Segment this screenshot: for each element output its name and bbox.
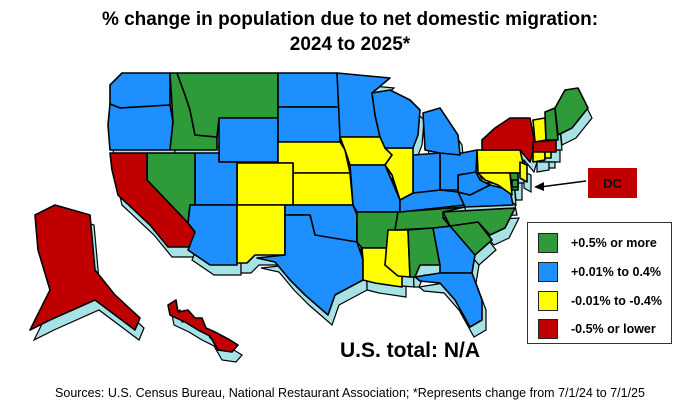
state-nd <box>277 72 341 108</box>
legend-label: +0.01% to 0.4% <box>571 265 661 279</box>
state-ak <box>29 204 141 331</box>
state-tn <box>394 206 466 231</box>
state-oh <box>439 149 478 191</box>
state-co <box>236 162 294 206</box>
legend-swatch <box>538 233 558 253</box>
legend-label: +0.5% or more <box>571 236 657 250</box>
state-in <box>412 152 441 194</box>
state-or <box>107 103 174 151</box>
state-sd <box>277 106 341 143</box>
state-vt <box>532 117 547 143</box>
legend-swatch <box>538 291 558 311</box>
dc-pointer-arrow <box>539 180 587 188</box>
state-wi <box>371 89 421 149</box>
state-fl <box>414 272 483 328</box>
legend-item-yellow: -0.01% to -0.4% <box>538 291 662 311</box>
map-title-line1: % change in population due to net domest… <box>101 9 599 30</box>
state-dc <box>511 179 519 188</box>
legend-swatch <box>538 262 558 282</box>
state-hi <box>167 299 239 353</box>
dc-arrow-head <box>534 182 544 191</box>
state-nh <box>544 107 559 141</box>
state-shadow-ri <box>548 161 556 169</box>
state-il <box>384 147 414 201</box>
legend-label: -0.5% or lower <box>571 322 656 336</box>
state-tx <box>256 214 364 316</box>
state-ct <box>532 151 546 163</box>
state-mi <box>422 107 461 156</box>
legend-item-red: -0.5% or lower <box>538 319 656 339</box>
state-ks <box>292 172 354 206</box>
state-ma <box>532 139 557 153</box>
map-title-line2: 2024 to 2025* <box>289 34 411 55</box>
state-shadow-ct <box>536 161 550 173</box>
state-wa <box>109 72 171 109</box>
state-ri <box>544 151 552 159</box>
sources-footnote: Sources: U.S. Census Bureau, National Re… <box>55 386 645 400</box>
state-md <box>477 172 513 196</box>
us-total: U.S. total: N/A <box>340 339 480 362</box>
map-states <box>29 72 589 353</box>
state-nj <box>519 161 528 183</box>
dc-callout-label: DC <box>588 168 637 198</box>
state-wy <box>218 117 279 163</box>
state-me <box>554 87 589 136</box>
state-nm <box>236 204 286 264</box>
state-pa <box>476 149 524 174</box>
legend-label: -0.01% to -0.4% <box>571 294 663 308</box>
legend-swatch <box>538 319 558 339</box>
legend-item-blue: +0.01% to 0.4% <box>538 262 661 282</box>
legend: +0.5% or more +0.01% to 0.4% -0.01% to -… <box>527 222 672 344</box>
legend-item-green: +0.5% or more <box>538 233 657 253</box>
